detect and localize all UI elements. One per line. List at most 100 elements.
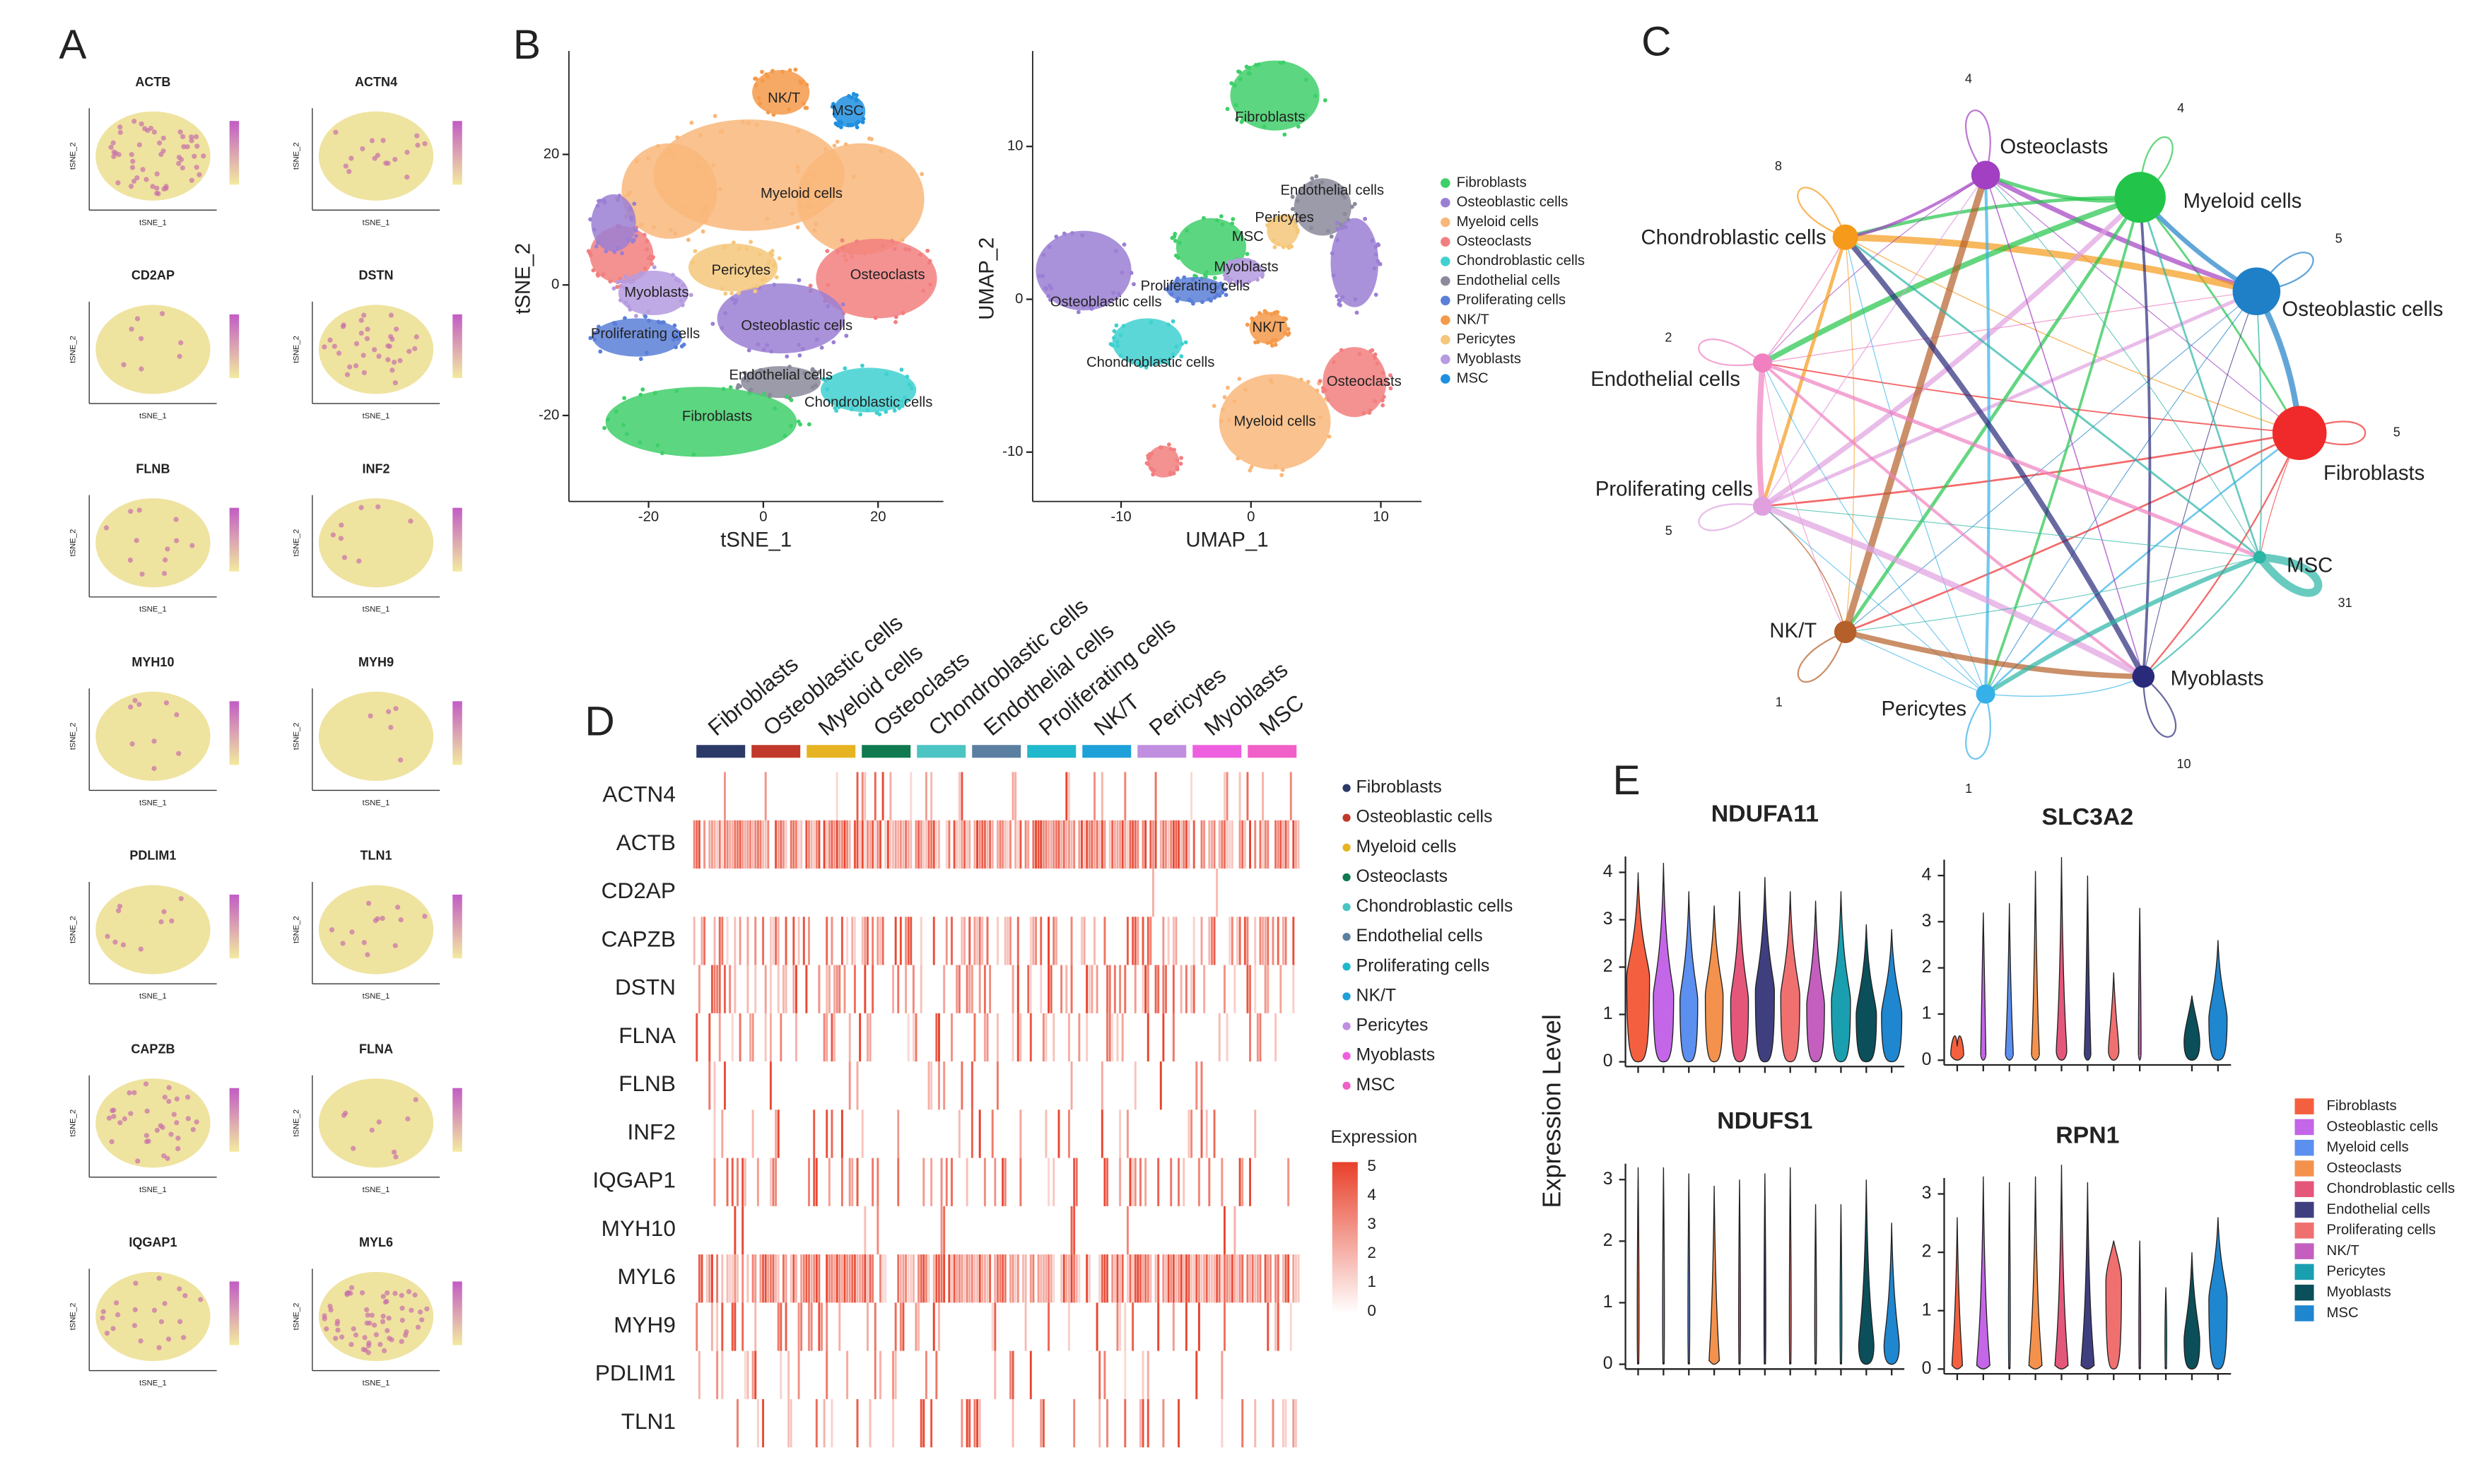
cell-dot — [1298, 377, 1303, 382]
heat-cell — [800, 1254, 803, 1303]
cell-dot — [1335, 294, 1339, 299]
heat-cell — [1178, 1254, 1180, 1303]
cell-dot — [1278, 60, 1283, 65]
cell-dot — [1231, 217, 1236, 221]
heat-cell — [775, 820, 778, 869]
cell-dot — [1149, 451, 1154, 456]
heat-cell — [838, 820, 841, 869]
edge — [1845, 237, 2300, 434]
cell-dot — [756, 95, 761, 100]
heat-cell — [1208, 820, 1211, 869]
heat-cell — [937, 1254, 940, 1303]
heat-cell — [1007, 917, 1009, 965]
heat-cell — [731, 1302, 734, 1351]
heat-cell — [1267, 917, 1270, 965]
heat-cell — [1284, 820, 1287, 869]
heat-cell — [907, 820, 910, 869]
heat-cell — [956, 820, 958, 869]
cell-dot — [1241, 283, 1245, 288]
legend-swatch — [2294, 1305, 2314, 1321]
cell-dot — [139, 336, 144, 341]
gene-title: CD2AP — [131, 269, 175, 283]
heat-cell — [1139, 1158, 1142, 1206]
cell-dot — [840, 402, 845, 407]
cell-dot — [361, 370, 367, 375]
edge — [1845, 237, 1986, 695]
feature-blob — [318, 1271, 434, 1362]
heat-cell — [749, 1013, 751, 1062]
heat-cell — [831, 1254, 833, 1303]
heat-cell — [1012, 965, 1014, 1013]
cell-dot — [854, 97, 859, 102]
heat-cell — [899, 820, 902, 869]
axis-label: tSNE_2 — [69, 529, 78, 557]
cell-dot — [1267, 219, 1272, 224]
cell-dot — [129, 152, 134, 158]
heat-cell — [989, 1254, 992, 1303]
heat-cell — [1218, 1254, 1221, 1303]
cell-dot — [1182, 275, 1187, 280]
legend-label: Pericytes — [1457, 331, 1515, 347]
cell-dot — [625, 278, 630, 283]
heat-cell — [1088, 1254, 1091, 1303]
cell-dot — [1271, 338, 1275, 343]
cell-dot — [343, 163, 348, 169]
cell-dot — [602, 200, 607, 205]
edge — [1845, 556, 2260, 632]
heat-cell — [780, 1013, 782, 1062]
heat-cell — [943, 1061, 946, 1110]
heat-cell — [1256, 1013, 1259, 1062]
edge — [1761, 289, 2258, 508]
colorbar — [452, 507, 462, 572]
heat-cell — [1223, 1302, 1226, 1351]
heat-cell — [1040, 1254, 1043, 1303]
edge — [1761, 194, 2142, 365]
heat-cell — [1094, 917, 1096, 965]
node — [1976, 684, 1995, 704]
heat-cell — [872, 1158, 874, 1206]
heat-cell — [851, 1254, 854, 1303]
heat-cell — [986, 1254, 989, 1303]
cell-dot — [404, 1329, 409, 1335]
cell-dot — [1246, 258, 1251, 263]
heat-cell — [1002, 1158, 1004, 1206]
heat-cell — [795, 1013, 797, 1062]
heat-cell — [948, 820, 951, 869]
cell-dot — [1252, 259, 1256, 264]
heat-cell — [983, 1013, 986, 1062]
heat-cell — [726, 1158, 729, 1206]
heat-cell — [989, 820, 992, 869]
heat-cell — [708, 820, 711, 869]
heat-cell — [739, 1013, 741, 1062]
heat-cell — [713, 1061, 716, 1110]
cell-dot — [616, 280, 621, 285]
heat-cell — [897, 1158, 900, 1206]
heat-cell — [932, 917, 935, 965]
cell-dot — [100, 1315, 105, 1321]
cell-dot — [737, 246, 741, 251]
node — [1834, 620, 1857, 644]
heat-cell — [1126, 1254, 1129, 1303]
cell-dot — [392, 359, 397, 365]
cell-dot — [389, 1337, 394, 1343]
heat-cell — [912, 965, 915, 1013]
cell-dot — [1372, 266, 1377, 271]
cell-dot — [1222, 273, 1227, 278]
violin — [2056, 856, 2068, 1061]
heat-cell — [795, 820, 797, 869]
axis-label: tSNE_2 — [292, 336, 300, 363]
heat-cell — [874, 1350, 876, 1399]
heat-cell — [708, 1013, 711, 1062]
heat-cell — [907, 1013, 910, 1062]
cluster-label: Fibroblasts — [1235, 110, 1305, 125]
tick-label: 10 — [1007, 139, 1024, 154]
cell-dot — [797, 353, 802, 358]
cell-dot — [717, 187, 722, 192]
heat-cell — [1216, 1254, 1219, 1303]
heat-cell — [1272, 917, 1274, 965]
edge — [1984, 196, 2142, 695]
cell-dot — [810, 367, 815, 372]
cell-dot — [625, 237, 630, 242]
scale-label: 5 — [1367, 1157, 1376, 1174]
heat-cell — [737, 1254, 739, 1303]
